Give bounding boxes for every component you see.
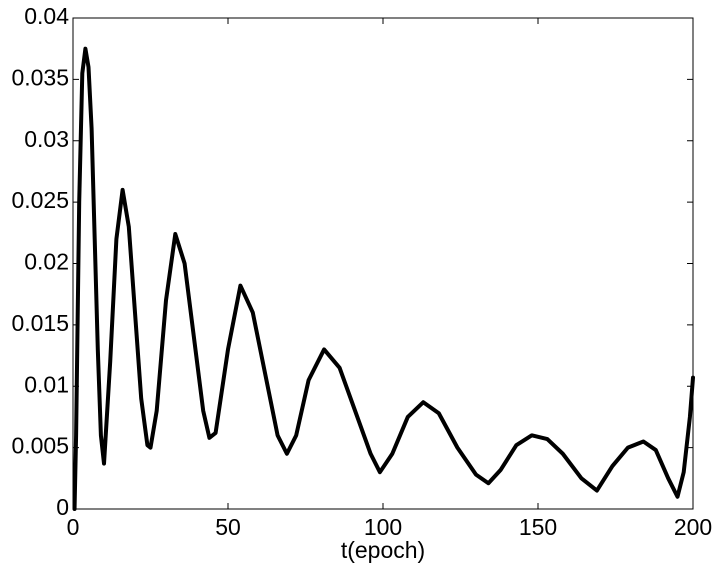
y-tick-label: 0.015 — [11, 310, 69, 336]
x-axis-label: t(epoch) — [341, 537, 425, 563]
y-tick-label: 0.03 — [24, 126, 69, 152]
y-tick-label: 0.035 — [11, 64, 69, 90]
y-tick-label: 0.025 — [11, 187, 69, 213]
y-tick-label: 0.02 — [24, 249, 69, 275]
x-tick-label: 150 — [519, 514, 557, 540]
y-tick-label: 0.005 — [11, 433, 69, 459]
x-tick-label: 200 — [674, 514, 712, 540]
x-tick-label: 0 — [67, 514, 80, 540]
y-tick-label: 0.04 — [24, 3, 69, 29]
x-tick-label: 50 — [215, 514, 241, 540]
x-tick-label: 100 — [364, 514, 402, 540]
plot-frame — [72, 17, 694, 510]
y-tick-label: 0 — [56, 494, 69, 520]
data-line — [72, 46, 695, 511]
y-tick-label: 0.01 — [24, 371, 69, 397]
